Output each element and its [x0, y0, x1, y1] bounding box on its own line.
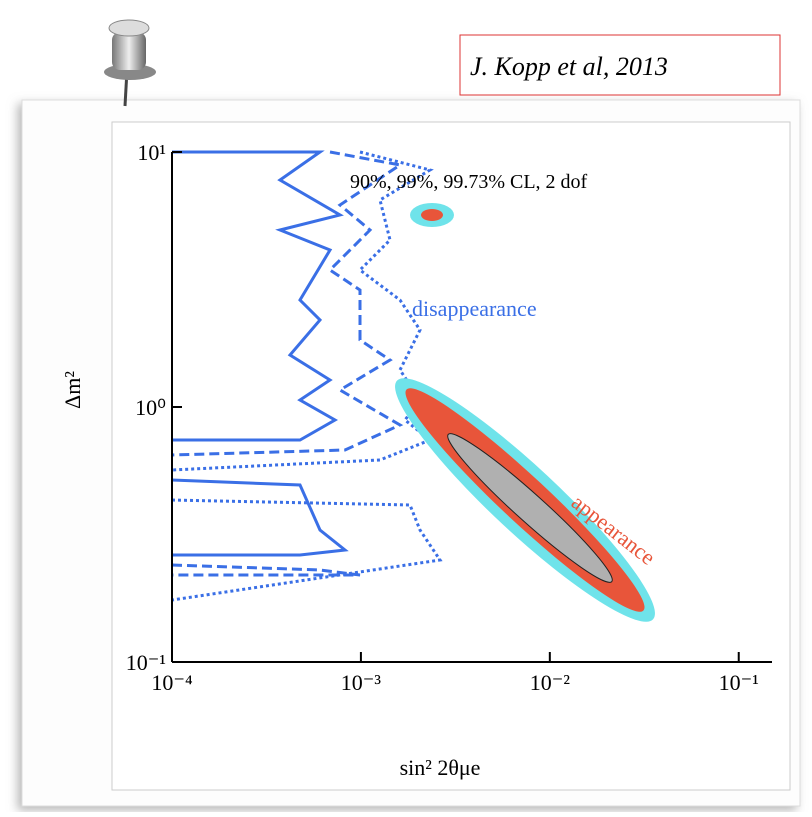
- plot: 90%, 99%, 99.73% CL, 2 dof disappearance…: [60, 140, 772, 780]
- citation: J. Kopp et al, 2013: [470, 52, 668, 81]
- x-tick-label: 10⁻³: [341, 670, 382, 695]
- pushpin: [104, 19, 156, 107]
- contour-dashed: [171, 150, 404, 577]
- y-tick-label: 10⁰: [135, 395, 166, 420]
- y-tick-label: 10⁻¹: [126, 650, 166, 675]
- disappearance-label: disappearance: [412, 296, 537, 321]
- contour-solid: [171, 478, 349, 557]
- contour-solid: [172, 150, 344, 442]
- y-tick-label: 10¹: [137, 140, 166, 165]
- x-tick-label: 10⁻¹: [719, 670, 759, 695]
- island-inner: [421, 209, 443, 221]
- x-tick-label: 10⁻²: [530, 670, 571, 695]
- contour-inner: [447, 433, 613, 583]
- citation-box: [459, 34, 781, 96]
- appearance-region: [395, 203, 655, 622]
- y-axis-label: Δm²: [60, 371, 85, 409]
- x-tick-label: 10⁻⁴: [151, 670, 193, 695]
- cl-annotation: 90%, 99%, 99.73% CL, 2 dof: [350, 171, 588, 193]
- x-axis-label: sin² 2θμe: [400, 755, 481, 780]
